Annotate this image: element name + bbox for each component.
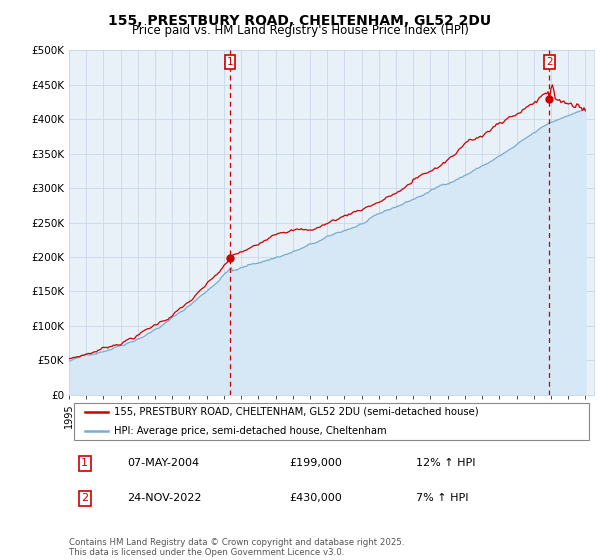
FancyBboxPatch shape: [74, 403, 589, 440]
Text: 12% ↑ HPI: 12% ↑ HPI: [415, 459, 475, 468]
Text: 155, PRESTBURY ROAD, CHELTENHAM, GL52 2DU: 155, PRESTBURY ROAD, CHELTENHAM, GL52 2D…: [109, 14, 491, 28]
Text: 1: 1: [81, 459, 88, 468]
Text: 2: 2: [81, 493, 88, 503]
Text: £199,000: £199,000: [290, 459, 343, 468]
Text: 2: 2: [546, 57, 553, 67]
Text: 07-MAY-2004: 07-MAY-2004: [127, 459, 199, 468]
Text: £430,000: £430,000: [290, 493, 342, 503]
Text: Contains HM Land Registry data © Crown copyright and database right 2025.
This d: Contains HM Land Registry data © Crown c…: [69, 538, 404, 557]
Text: Price paid vs. HM Land Registry's House Price Index (HPI): Price paid vs. HM Land Registry's House …: [131, 24, 469, 37]
Text: 24-NOV-2022: 24-NOV-2022: [127, 493, 201, 503]
Text: 7% ↑ HPI: 7% ↑ HPI: [415, 493, 468, 503]
Text: HPI: Average price, semi-detached house, Cheltenham: HPI: Average price, semi-detached house,…: [113, 426, 386, 436]
Text: 1: 1: [227, 57, 233, 67]
Text: 155, PRESTBURY ROAD, CHELTENHAM, GL52 2DU (semi-detached house): 155, PRESTBURY ROAD, CHELTENHAM, GL52 2D…: [113, 407, 478, 417]
